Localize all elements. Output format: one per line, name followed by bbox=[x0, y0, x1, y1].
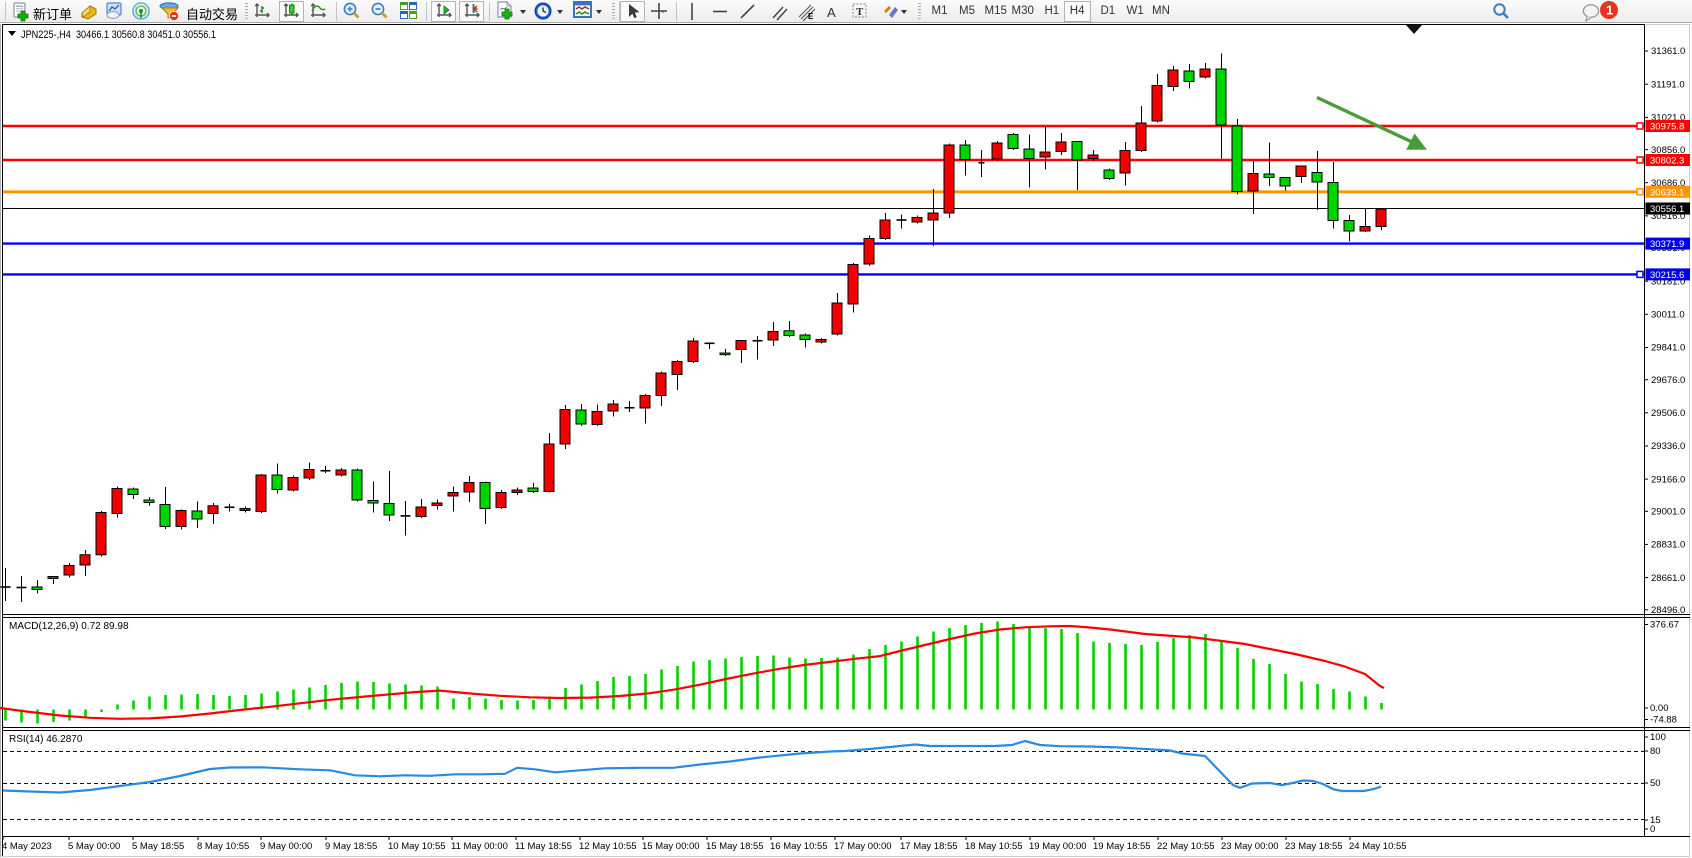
svg-text:29841.0: 29841.0 bbox=[1651, 343, 1685, 354]
svg-text:5 May 00:00: 5 May 00:00 bbox=[68, 841, 120, 852]
svg-text:11 May 00:00: 11 May 00:00 bbox=[451, 841, 508, 852]
svg-text:30181.0: 30181.0 bbox=[1651, 276, 1685, 287]
svg-text:JPN225-,H4 30466.1 30560.8 30: JPN225-,H4 30466.1 30560.8 30451.0 30556… bbox=[21, 29, 216, 41]
svg-text:15 May 00:00: 15 May 00:00 bbox=[642, 841, 700, 852]
svg-text:30371.9: 30371.9 bbox=[1650, 239, 1684, 250]
svg-text:15: 15 bbox=[1650, 815, 1661, 826]
svg-text:1: 1 bbox=[1606, 3, 1613, 18]
svg-text:31361.0: 31361.0 bbox=[1651, 46, 1685, 57]
svg-text:T: T bbox=[856, 6, 864, 18]
svg-text:18 May 10:55: 18 May 10:55 bbox=[965, 841, 1023, 852]
svg-text:11 May 18:55: 11 May 18:55 bbox=[515, 841, 572, 852]
svg-text:30686.0: 30686.0 bbox=[1651, 178, 1685, 189]
svg-text:0: 0 bbox=[1650, 824, 1655, 835]
svg-text:23 May 18:55: 23 May 18:55 bbox=[1285, 841, 1343, 852]
svg-text:15 May 18:55: 15 May 18:55 bbox=[706, 841, 764, 852]
svg-text:19 May 00:00: 19 May 00:00 bbox=[1029, 841, 1087, 852]
svg-text:9 May 00:00: 9 May 00:00 bbox=[260, 841, 312, 852]
svg-text:31021.0: 31021.0 bbox=[1651, 113, 1685, 124]
svg-text:30556.1: 30556.1 bbox=[1650, 204, 1684, 215]
svg-text:31191.0: 31191.0 bbox=[1651, 79, 1685, 90]
svg-text:29001.0: 29001.0 bbox=[1651, 507, 1685, 518]
svg-text:16 May 10:55: 16 May 10:55 bbox=[770, 841, 828, 852]
svg-text:4 May 2023: 4 May 2023 bbox=[2, 841, 52, 852]
svg-text:29506.0: 29506.0 bbox=[1651, 408, 1685, 419]
svg-text:22 May 10:55: 22 May 10:55 bbox=[1157, 841, 1215, 852]
svg-text:28661.0: 28661.0 bbox=[1651, 573, 1685, 584]
svg-text:0.00: 0.00 bbox=[1650, 703, 1669, 714]
svg-text:E: E bbox=[808, 12, 814, 21]
svg-text:19 May 18:55: 19 May 18:55 bbox=[1093, 841, 1151, 852]
svg-text:30856.0: 30856.0 bbox=[1651, 145, 1685, 156]
svg-text:9 May 18:55: 9 May 18:55 bbox=[325, 841, 377, 852]
svg-text:23 May 00:00: 23 May 00:00 bbox=[1221, 841, 1279, 852]
svg-text:30011.0: 30011.0 bbox=[1651, 310, 1685, 321]
svg-text:29166.0: 29166.0 bbox=[1651, 474, 1685, 485]
svg-text:30802.3: 30802.3 bbox=[1650, 156, 1684, 167]
svg-text:80: 80 bbox=[1650, 746, 1661, 757]
svg-text:10 May 10:55: 10 May 10:55 bbox=[388, 841, 446, 852]
svg-text:30639.1: 30639.1 bbox=[1650, 187, 1684, 198]
svg-text:-74.88: -74.88 bbox=[1650, 715, 1677, 726]
svg-text:17 May 00:00: 17 May 00:00 bbox=[834, 841, 892, 852]
svg-text:376.67: 376.67 bbox=[1650, 620, 1679, 631]
svg-text:50: 50 bbox=[1650, 778, 1661, 789]
svg-text:RSI(14) 46.2870: RSI(14) 46.2870 bbox=[9, 734, 83, 745]
svg-text:30516.0: 30516.0 bbox=[1651, 211, 1685, 222]
svg-text:30215.6: 30215.6 bbox=[1650, 270, 1684, 281]
svg-text:5 May 18:55: 5 May 18:55 bbox=[132, 841, 184, 852]
svg-text:A: A bbox=[827, 5, 836, 20]
svg-text:MACD(12,26,9) 0.72 89.98: MACD(12,26,9) 0.72 89.98 bbox=[9, 621, 129, 632]
svg-text:28496.0: 28496.0 bbox=[1651, 605, 1685, 616]
svg-text:30975.8: 30975.8 bbox=[1650, 122, 1684, 133]
svg-text:12 May 10:55: 12 May 10:55 bbox=[579, 841, 637, 852]
svg-text:100: 100 bbox=[1650, 732, 1666, 743]
svg-text:8 May 10:55: 8 May 10:55 bbox=[197, 841, 249, 852]
svg-text:29676.0: 29676.0 bbox=[1651, 375, 1685, 386]
svg-text:29336.0: 29336.0 bbox=[1651, 441, 1685, 452]
svg-text:28831.0: 28831.0 bbox=[1651, 540, 1685, 551]
svg-text:24 May 10:55: 24 May 10:55 bbox=[1349, 841, 1407, 852]
svg-text:17 May 18:55: 17 May 18:55 bbox=[900, 841, 958, 852]
